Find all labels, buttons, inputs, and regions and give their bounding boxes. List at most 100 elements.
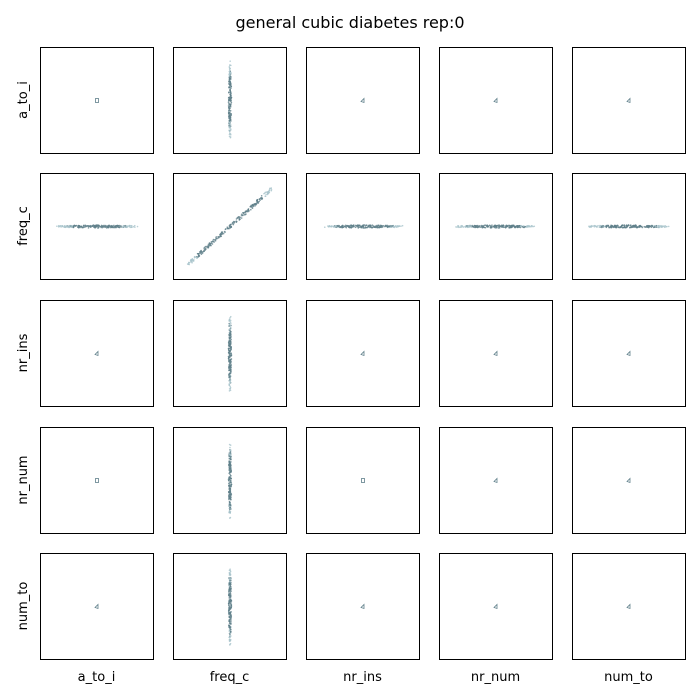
point-cloud <box>360 97 365 104</box>
scatter-point <box>644 226 647 228</box>
scatter-point <box>109 225 112 227</box>
col-label: num_to <box>604 670 653 685</box>
scatter-point <box>634 226 636 228</box>
scatter-point <box>529 225 531 228</box>
scatter-point <box>228 502 231 504</box>
scatter-point <box>394 224 397 227</box>
scatter-point <box>498 224 501 227</box>
scatter-point <box>495 225 498 227</box>
panel-nr_ins-vs-nr_ins <box>306 300 420 407</box>
point-cloud <box>493 350 498 357</box>
panel-frame <box>572 553 686 660</box>
scatter-point <box>254 205 256 207</box>
scatter-point <box>132 225 135 228</box>
scatter-point <box>658 225 660 228</box>
col-label: nr_ins <box>343 670 382 685</box>
scatter-point <box>229 72 232 74</box>
scatter-point <box>661 226 663 229</box>
scatter-point <box>232 220 235 223</box>
scatter-point <box>228 120 231 122</box>
scatter-point <box>637 226 639 228</box>
scatter-point <box>236 216 239 219</box>
scatter-point <box>102 225 105 228</box>
scatter-point <box>229 379 232 382</box>
panel-frame <box>439 300 553 407</box>
col-label: nr_num <box>471 670 520 685</box>
scatter-point <box>362 225 365 228</box>
panel-frame <box>439 47 553 154</box>
scatter-point <box>229 630 232 633</box>
scatter-point <box>229 458 232 461</box>
scatter-point <box>122 225 125 228</box>
scatter-point <box>266 191 268 193</box>
scatter-point <box>464 225 466 228</box>
scatter-point <box>513 226 516 228</box>
scatter-point <box>616 224 619 227</box>
scatter-point <box>229 636 231 639</box>
scatter-point <box>354 226 357 229</box>
scatter-point <box>525 226 528 228</box>
point-cloud <box>361 478 365 483</box>
scatter-point <box>246 210 248 213</box>
scatter-point <box>230 455 232 458</box>
scatter-point <box>662 225 664 227</box>
scatter-point <box>229 466 232 469</box>
scatter-point <box>228 135 231 138</box>
scatter-point <box>230 364 232 366</box>
scatter-point <box>228 113 231 116</box>
scatter-point <box>198 255 200 258</box>
scatter-point <box>79 226 81 229</box>
scatter-point <box>229 381 231 384</box>
scatter-point <box>228 453 231 455</box>
scatter-point <box>635 224 637 227</box>
scatter-point <box>230 85 233 88</box>
scatter-point <box>203 248 206 251</box>
scatter-point <box>228 319 231 322</box>
scatter-point <box>230 622 232 624</box>
panel-nr_ins-vs-a_to_i <box>40 300 154 407</box>
scatter-point <box>228 460 231 463</box>
scatter-point <box>227 349 230 351</box>
panel-nr_num-vs-a_to_i <box>40 427 154 534</box>
scatter-point <box>228 465 230 467</box>
scatter-point <box>228 365 231 367</box>
scatter-point <box>229 60 231 62</box>
scatter-point <box>229 506 231 509</box>
scatter-point <box>533 225 536 228</box>
point-cloud <box>455 224 536 229</box>
scatter-point <box>228 510 231 513</box>
scatter-point <box>255 201 258 203</box>
scatter-point <box>392 225 395 228</box>
panel-nr_ins-vs-num_to <box>572 300 686 407</box>
panel-grid <box>40 47 686 660</box>
row-label: nr_ins <box>16 333 31 372</box>
scatter-point <box>229 628 232 631</box>
scatter-point <box>230 358 233 360</box>
scatter-point <box>66 225 69 228</box>
scatter-point <box>385 224 387 227</box>
scatter-point <box>193 258 195 261</box>
scatter-point <box>77 224 80 227</box>
scatter-point <box>502 224 505 227</box>
scatter-point <box>350 226 353 229</box>
scatter-point <box>456 226 458 228</box>
scatter-point <box>230 620 232 622</box>
scatter-point <box>258 200 261 203</box>
scatter-point <box>230 226 233 229</box>
scatter-point <box>210 242 213 244</box>
scatter-point <box>227 96 230 99</box>
scatter-point <box>344 225 346 228</box>
scatter-point <box>229 67 231 70</box>
scatter-point <box>111 225 114 228</box>
scatter-point <box>330 225 333 228</box>
scatter-point <box>247 208 250 210</box>
panel-freq_c-vs-num_to <box>572 173 686 280</box>
scatter-point <box>228 598 231 600</box>
scatter-point <box>191 261 193 264</box>
scatter-point <box>228 572 231 574</box>
scatter-point <box>230 322 232 324</box>
scatter-point <box>376 226 378 228</box>
scatter-point <box>229 342 232 345</box>
scatter-point <box>511 224 514 227</box>
scatter-point <box>200 249 202 252</box>
